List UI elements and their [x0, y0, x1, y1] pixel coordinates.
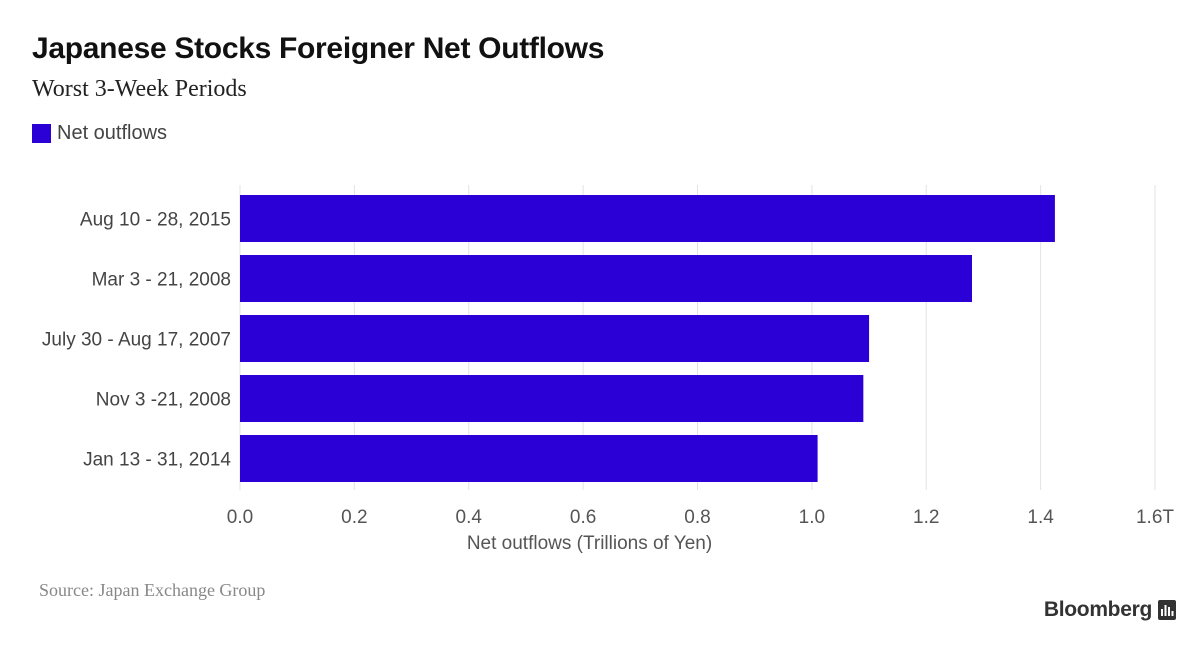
x-tick-label: 1.0	[799, 507, 825, 528]
category-label: Nov 3 -21, 2008	[96, 390, 231, 411]
x-tick-label: 0.2	[341, 507, 367, 528]
bar	[240, 255, 972, 302]
category-label: July 30 - Aug 17, 2007	[42, 330, 231, 351]
bar	[240, 435, 818, 482]
x-tick-label: 1.6T	[1136, 507, 1174, 528]
category-label: Aug 10 - 28, 2015	[80, 210, 231, 231]
bar	[240, 375, 864, 422]
brand-name: Bloomberg	[1043, 598, 1152, 621]
category-label: Jan 13 - 31, 2014	[83, 450, 231, 471]
x-tick-label: 0.6	[570, 507, 596, 528]
x-tick-label: 1.2	[913, 507, 939, 528]
bar	[240, 195, 1055, 242]
chart-title: Japanese Stocks Foreigner Net Outflows	[32, 32, 605, 65]
bloomberg-chart-icon	[1158, 600, 1176, 620]
chart-subtitle: Worst 3-Week Periods	[32, 76, 247, 102]
legend-swatch	[32, 124, 51, 143]
brand-logo: Bloomberg	[1044, 598, 1176, 622]
source-note: Source: Japan Exchange Group	[39, 580, 266, 600]
x-tick-label: 0.0	[227, 507, 253, 528]
x-axis-title: Net outflows (Trillions of Yen)	[467, 533, 712, 554]
x-tick-label: 0.4	[456, 507, 483, 528]
category-label: Mar 3 - 21, 2008	[92, 270, 231, 291]
legend: Net outflows	[32, 122, 167, 145]
legend-label: Net outflows	[57, 122, 168, 144]
x-tick-label: 0.8	[684, 507, 710, 528]
x-tick-label: 1.4	[1027, 507, 1054, 528]
bar	[240, 315, 870, 362]
